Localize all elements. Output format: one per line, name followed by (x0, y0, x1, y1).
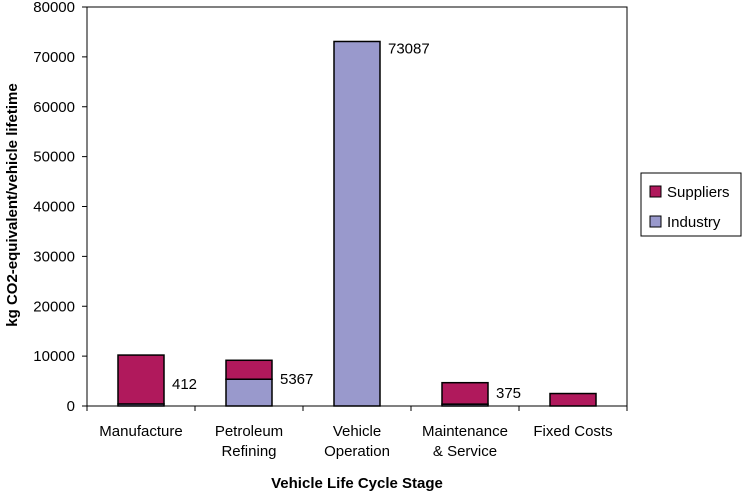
y-tick-label: 50000 (33, 149, 75, 166)
y-tick-label: 20000 (33, 298, 75, 315)
y-tick-label: 10000 (33, 348, 75, 365)
y-tick-label: 40000 (33, 199, 75, 216)
y-tick-label: 80000 (33, 0, 75, 16)
data-label: 412 (172, 376, 197, 393)
x-tick-label: Petroleum (215, 423, 283, 440)
legend-swatch (649, 185, 662, 198)
y-tick-label: 60000 (33, 99, 75, 116)
y-tick-label: 70000 (33, 49, 75, 66)
y-tick-label: 0 (67, 398, 75, 415)
legend-label: Suppliers (667, 184, 730, 201)
y-tick-label: 30000 (33, 248, 75, 265)
x-tick-label: Manufacture (99, 423, 182, 440)
y-axis-title: kg CO2-equivalent/vehicle lifetime (4, 83, 21, 326)
data-label: 375 (496, 385, 521, 402)
legend-swatch (649, 215, 662, 228)
x-tick-label: Maintenance (422, 423, 508, 440)
bar-suppliers (441, 381, 489, 405)
plot-area: 0 10000 20000 30000 40000 50000 60000 70000 8000… (33, 0, 628, 460)
legend-label: Industry (667, 214, 721, 231)
x-tick-label: Refining (221, 443, 276, 460)
bar-suppliers (225, 359, 273, 380)
x-tick-label: Operation (324, 443, 390, 460)
x-tick-label: & Service (433, 443, 497, 460)
bar-suppliers (549, 392, 597, 407)
bar-suppliers (117, 354, 165, 405)
x-axis-title: Vehicle Life Cycle Stage (271, 475, 443, 492)
bar-industry (333, 40, 381, 407)
data-label: 5367 (280, 371, 313, 388)
x-tick-label: Fixed Costs (533, 423, 612, 440)
x-tick-label: Vehicle (333, 423, 381, 440)
data-label: 73087 (388, 40, 430, 57)
legend: Suppliers Industry (640, 172, 742, 237)
bar-industry (225, 378, 273, 407)
